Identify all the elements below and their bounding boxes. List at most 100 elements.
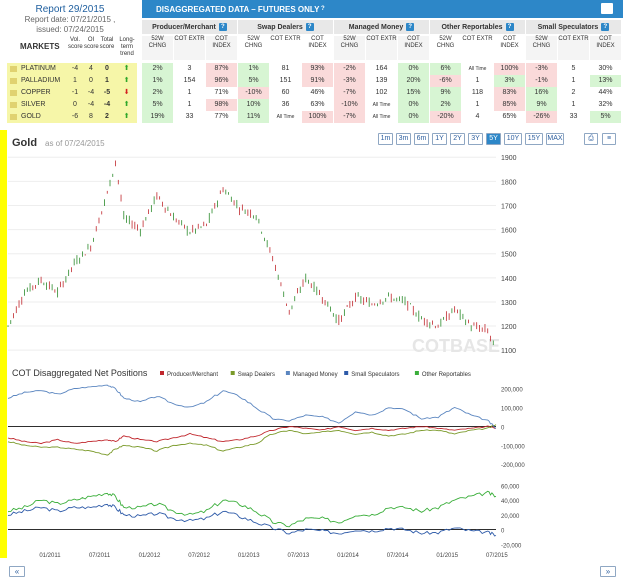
table-row[interactable]: PLATINUM -4 4 0 ⬆ 2% 3 87% 1% 81 93% -2% 164 0% 6% All … xyxy=(0,63,623,75)
table-row[interactable]: SILVER 0 -4 -4 ⬆ 5% 1 98% 10% 36 63% -10% All Time 0%… xyxy=(0,99,623,111)
table-row[interactable]: COPPER -1 -4 -5 ⬇ 2% 1 71% -10% 60 46% -7% 102 15% 9% 1… xyxy=(0,87,623,99)
data-cell: 1 xyxy=(571,101,576,108)
cot-line-other-reportables xyxy=(7,490,497,528)
report-date: Report date: 07/21/2015 , xyxy=(24,15,116,24)
data-cell: 46% xyxy=(310,89,325,96)
data-cell: 2% xyxy=(142,63,173,75)
column-header: COT EXTR xyxy=(270,36,301,42)
data-cell: 96% xyxy=(206,75,237,87)
data-cell: 30% xyxy=(598,65,613,72)
table-row[interactable]: PALLADIUM 1 0 1 ⬆ 1% 154 96% 5% 151 91% -3% 139 20% -6… xyxy=(0,75,623,87)
data-cell: 154 xyxy=(183,77,196,84)
data-cell: 2% xyxy=(142,87,173,99)
help-icon[interactable]: ? xyxy=(321,5,329,13)
scroll-right-button[interactable]: » xyxy=(600,566,616,577)
data-cell: 11% xyxy=(238,111,269,123)
zoom-button-3m[interactable]: 3m xyxy=(396,133,411,145)
data-cell: 1 xyxy=(187,89,192,96)
print-icon[interactable] xyxy=(601,3,613,14)
cot-title: COT Disaggregated Net Positions xyxy=(12,368,148,378)
data-cell: 77% xyxy=(214,113,229,120)
left-accent-bar xyxy=(0,130,7,558)
x-tick-label: 01/2015 xyxy=(436,553,458,559)
data-cell: 5 xyxy=(571,65,576,72)
data-banner: DISAGGREGATED DATA – FUTURES ONLY ? xyxy=(142,0,623,18)
data-cell: 60 xyxy=(281,89,290,96)
trend-up-icon: ⬆ xyxy=(116,111,137,123)
data-cell: All Time xyxy=(372,102,391,108)
column-header: COT INDEX xyxy=(590,36,621,60)
vol-score: -6 xyxy=(68,111,82,123)
total-score: 2 xyxy=(99,111,115,123)
help-icon[interactable]: ? xyxy=(218,23,227,31)
data-cell: -10% xyxy=(238,87,269,99)
x-tick-label: 07/2013 xyxy=(287,553,309,559)
data-cell: 1% xyxy=(142,75,173,87)
oi-score: 0 xyxy=(84,75,98,87)
help-icon[interactable]: ? xyxy=(505,23,514,31)
total-score-header: Total score xyxy=(99,37,115,50)
data-cell: 33 xyxy=(185,113,194,120)
help-icon[interactable]: ? xyxy=(305,23,314,31)
data-cell: 9% xyxy=(526,99,557,111)
data-cell: 118 xyxy=(471,89,484,96)
price-tick-label: 1300 xyxy=(501,300,517,307)
column-header: 52W CHNG xyxy=(526,36,557,60)
x-tick-label: 07/2015 xyxy=(486,553,508,559)
report-title: Report 29/2015 xyxy=(35,4,105,15)
folder-icon xyxy=(10,114,17,120)
zoom-button-6m[interactable]: 6m xyxy=(414,133,429,145)
oi-score: 8 xyxy=(84,111,98,123)
data-cell: 36 xyxy=(281,101,290,108)
data-cell: 1 xyxy=(571,77,576,84)
oi-score: 4 xyxy=(84,63,98,75)
price-tick-label: 1700 xyxy=(501,203,517,210)
help-icon[interactable]: ? xyxy=(406,23,415,31)
data-cell: 100% xyxy=(302,111,333,123)
zoom-button-15y[interactable]: 15Y xyxy=(525,133,543,145)
total-score: 0 xyxy=(99,63,115,75)
zoom-button-1m[interactable]: 1m xyxy=(378,133,393,145)
data-cell: 5% xyxy=(142,99,173,111)
legend-swatch xyxy=(160,371,164,375)
report-info: Report 29/2015 Report date: 07/21/2015 ,… xyxy=(0,0,140,62)
data-cell: 16% xyxy=(526,87,557,99)
legend-label: Producer/Merchant xyxy=(167,372,218,378)
cot-upper-tick-label: 100,000 xyxy=(501,407,523,413)
zoom-button-2y[interactable]: 2Y xyxy=(450,133,465,145)
help-icon[interactable]: ? xyxy=(601,23,610,31)
data-cell: 3 xyxy=(187,65,192,72)
data-cell: 6% xyxy=(430,63,461,75)
data-cell: 1 xyxy=(475,101,480,108)
data-cell: 2 xyxy=(571,89,576,96)
print-chart-icon[interactable]: ⎙ xyxy=(584,133,598,145)
scroll-left-button[interactable]: « xyxy=(9,566,25,577)
column-header: COT EXTR xyxy=(366,36,397,60)
market-label: PALLADIUM xyxy=(21,77,61,84)
column-header: COT EXTR xyxy=(462,36,493,42)
zoom-button-1y[interactable]: 1Y xyxy=(432,133,447,145)
x-tick-label: 01/2013 xyxy=(238,553,260,559)
price-tick-label: 1400 xyxy=(501,276,517,283)
zoom-button-3y[interactable]: 3Y xyxy=(468,133,483,145)
zoom-button-max[interactable]: MAX xyxy=(546,133,564,145)
zoom-button-10y[interactable]: 10Y xyxy=(504,133,522,145)
total-score: -5 xyxy=(99,87,115,99)
group-header-label: Other Reportables xyxy=(441,23,503,31)
cot-upper-tick-label: 0 xyxy=(501,425,505,431)
cot-lower-tick-label: 20,000 xyxy=(501,514,520,520)
data-cell: -3% xyxy=(334,75,365,87)
data-cell: All Time xyxy=(468,66,487,72)
zoom-button-5y[interactable]: 5Y xyxy=(486,133,501,145)
table-row[interactable]: GOLD -6 8 2 ⬆ 19% 33 77% 11% All Time 100% -7% All T… xyxy=(0,111,623,123)
group-header-label: Swap Dealers xyxy=(257,23,303,31)
total-score: 1 xyxy=(99,75,115,87)
menu-icon[interactable]: ≡ xyxy=(602,133,616,145)
data-cell: 0% xyxy=(398,111,429,123)
data-cell: All Time xyxy=(276,114,295,120)
data-cell: 33 xyxy=(569,113,578,120)
data-cell: 4 xyxy=(475,113,480,120)
data-cell: 87% xyxy=(206,63,237,75)
data-cell: -1% xyxy=(526,75,557,87)
price-tick-label: 1900 xyxy=(501,155,517,162)
